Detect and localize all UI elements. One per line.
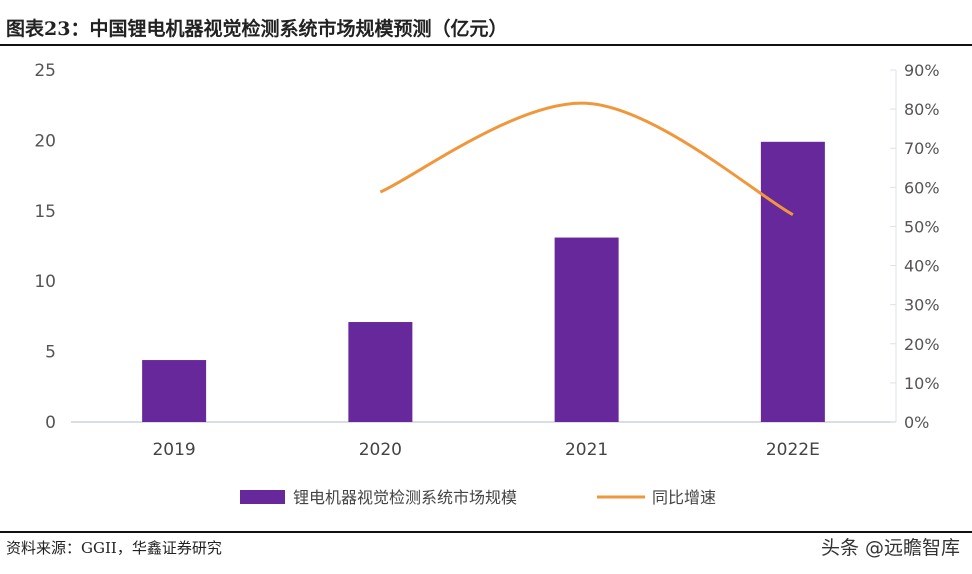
y-tick-label: 5 xyxy=(45,343,56,363)
growth-line xyxy=(379,101,794,217)
y2-tick-label: 90% xyxy=(904,61,940,80)
y2-tick-label: 70% xyxy=(904,139,940,158)
y-tick-label: 10 xyxy=(34,272,56,292)
legend-swatch-bar xyxy=(240,490,285,504)
source-note: 资料来源：GGII，华鑫证券研究 xyxy=(6,539,222,557)
figure-title: 图表23：中国锂电机器视觉检测系统市场规模预测（亿元） xyxy=(6,18,508,40)
y2-tick-label: 20% xyxy=(904,335,940,354)
watermark: 头条 @远瞻智库 xyxy=(820,537,960,559)
y2-tick-label: 10% xyxy=(904,374,940,393)
bar-2022E xyxy=(760,141,825,423)
title-rule xyxy=(0,44,972,46)
x-tick-label: 2022E xyxy=(766,440,820,460)
y-tick-label: 25 xyxy=(34,61,56,81)
y-tick-label: 0 xyxy=(45,413,56,433)
y2-tick-label: 60% xyxy=(904,178,940,197)
legend-label-line: 同比增速 xyxy=(652,488,716,507)
y-tick-label: 15 xyxy=(34,202,56,222)
bar-2020 xyxy=(348,322,413,422)
y2-tick-label: 0% xyxy=(904,413,929,432)
y2-tick-label: 30% xyxy=(904,296,940,315)
y2-tick-label: 50% xyxy=(904,217,940,236)
y-tick-label: 20 xyxy=(34,131,56,151)
y2-tick-label: 40% xyxy=(904,257,940,276)
source-rule xyxy=(0,531,972,533)
x-tick-label: 2019 xyxy=(152,440,195,460)
bar-2019 xyxy=(142,360,207,422)
x-tick-label: 2020 xyxy=(359,440,402,460)
x-tick-label: 2021 xyxy=(565,440,608,460)
bar-2021 xyxy=(554,237,619,422)
y2-tick-label: 80% xyxy=(904,100,940,119)
legend-label-bar: 锂电机器视觉检测系统市场规模 xyxy=(293,488,517,507)
